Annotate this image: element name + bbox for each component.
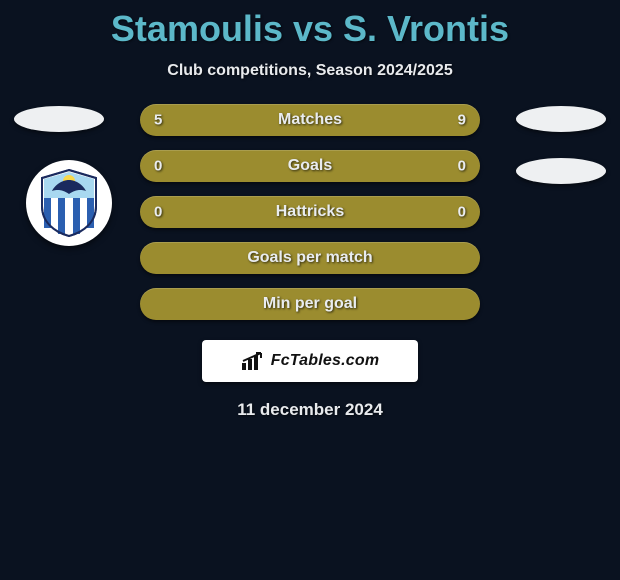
player-right-pill-2 [516, 158, 606, 184]
stat-bar-goals: 0 Goals 0 [140, 150, 480, 182]
bar-chart-arrow-icon [241, 351, 265, 371]
stat-label: Hattricks [276, 203, 344, 221]
stat-label: Matches [278, 111, 342, 129]
player-left-pill [14, 106, 104, 132]
stat-bar-min-per-goal: Min per goal [140, 288, 480, 320]
stat-left-value: 0 [154, 158, 162, 175]
subtitle: Club competitions, Season 2024/2025 [0, 62, 620, 80]
stat-right-value: 9 [458, 112, 466, 129]
club-crest [26, 160, 112, 246]
stat-bars: 5 Matches 9 0 Goals 0 0 Hattricks 0 Goal… [140, 104, 480, 320]
anorthosis-shield-icon [38, 168, 100, 238]
player-right-pill-1 [516, 106, 606, 132]
footer-date: 11 december 2024 [0, 400, 620, 420]
comparison-panel: 5 Matches 9 0 Goals 0 0 Hattricks 0 Goal… [0, 104, 620, 420]
stat-right-value: 0 [458, 204, 466, 221]
stat-bar-hattricks: 0 Hattricks 0 [140, 196, 480, 228]
stat-bar-matches: 5 Matches 9 [140, 104, 480, 136]
stat-label: Goals [288, 157, 332, 175]
stat-left-value: 5 [154, 112, 162, 129]
stat-left-value: 0 [154, 204, 162, 221]
brand-badge[interactable]: FcTables.com [202, 340, 418, 382]
crest-circle [26, 160, 112, 246]
stat-bar-goals-per-match: Goals per match [140, 242, 480, 274]
stat-label: Goals per match [247, 249, 372, 267]
page-title: Stamoulis vs S. Vrontis [0, 0, 620, 50]
stat-right-value: 0 [458, 158, 466, 175]
brand-text: FcTables.com [271, 352, 380, 370]
stat-label: Min per goal [263, 295, 357, 313]
